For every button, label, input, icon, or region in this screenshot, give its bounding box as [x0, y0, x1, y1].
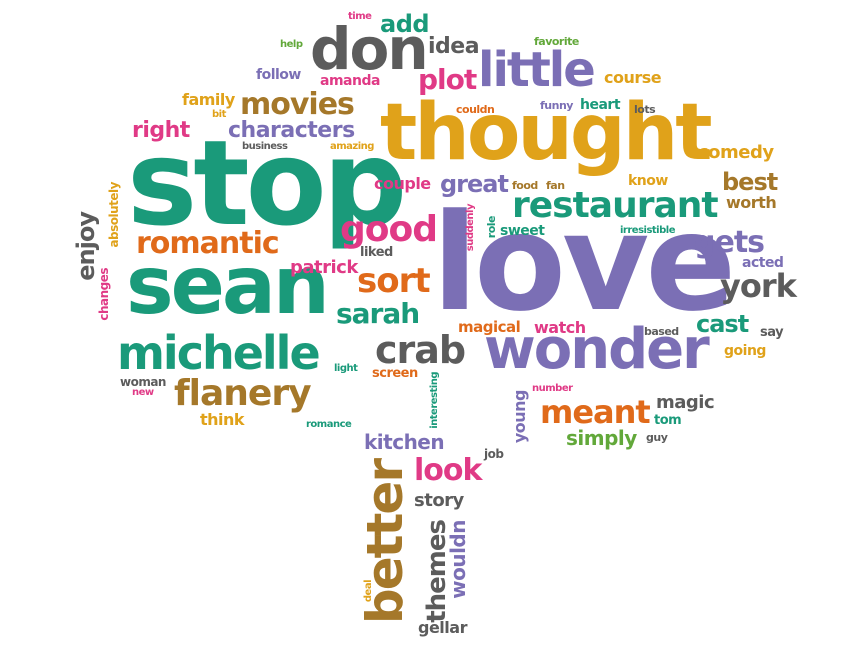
- word-idea: idea: [428, 34, 480, 59]
- word-follow: follow: [256, 67, 301, 83]
- word-deal: deal: [363, 580, 374, 603]
- word-changes: changes: [97, 268, 111, 321]
- word-don: don: [310, 15, 429, 83]
- word-suddenly: suddenly: [465, 204, 476, 252]
- word-love: love: [432, 185, 736, 341]
- word-stop: stop: [127, 114, 407, 252]
- word-magical: magical: [458, 318, 521, 336]
- word-going: going: [724, 343, 766, 359]
- word-worth: worth: [726, 193, 777, 212]
- word-tom: tom: [654, 413, 682, 428]
- word-business: business: [242, 141, 288, 152]
- word-meant: meant: [540, 393, 651, 431]
- word-magic: magic: [656, 392, 715, 413]
- word-characters: characters: [228, 118, 355, 143]
- word-great: great: [440, 170, 509, 198]
- word-romance: romance: [306, 419, 352, 430]
- word-light: light: [334, 363, 358, 374]
- word-interesting: interesting: [429, 372, 440, 429]
- word-couldn: couldn: [456, 103, 495, 116]
- word-bit: bit: [212, 109, 226, 120]
- word-simply: simply: [566, 426, 637, 450]
- word-plot: plot: [418, 63, 477, 96]
- word-think: think: [200, 410, 245, 429]
- word-amanda: amanda: [320, 73, 380, 89]
- word-sean: sean: [126, 239, 330, 332]
- word-little: little: [478, 42, 596, 98]
- word-lots: lots: [634, 103, 656, 116]
- word-restaurant: restaurant: [512, 185, 719, 226]
- word-kitchen: kitchen: [364, 430, 445, 454]
- word-wouldn: wouldn: [446, 520, 470, 599]
- word-based: based: [644, 325, 679, 338]
- word-crab: crab: [375, 328, 466, 372]
- word-favorite: favorite: [534, 35, 579, 48]
- word-know: know: [628, 173, 668, 189]
- word-good: good: [340, 209, 438, 250]
- word-sort: sort: [357, 261, 431, 301]
- word-gets: gets: [694, 225, 765, 260]
- word-michelle: michelle: [117, 326, 321, 380]
- word-couple: couple: [374, 174, 431, 193]
- word-cast: cast: [696, 310, 749, 338]
- word-help: help: [280, 39, 303, 50]
- word-romantic: romantic: [136, 226, 280, 261]
- word-acted: acted: [742, 255, 784, 271]
- word-family: family: [182, 90, 235, 109]
- word-sarah: sarah: [336, 297, 420, 330]
- word-enjoy: enjoy: [72, 212, 100, 281]
- word-liked: liked: [360, 245, 393, 260]
- word-watch: watch: [534, 318, 586, 337]
- word-course: course: [604, 68, 662, 87]
- word-woman: woman: [120, 375, 166, 389]
- word-number: number: [532, 383, 573, 394]
- word-young: young: [510, 390, 529, 444]
- word-food: food: [512, 179, 538, 192]
- word-patrick: patrick: [290, 257, 358, 278]
- word-funny: funny: [540, 99, 573, 112]
- word-guy: guy: [646, 431, 668, 444]
- word-job: job: [484, 447, 504, 461]
- word-story: story: [414, 490, 464, 511]
- word-amazing: amazing: [330, 141, 374, 152]
- word-absolutely: absolutely: [107, 182, 121, 248]
- word-heart: heart: [580, 97, 621, 113]
- word-role: role: [485, 216, 498, 239]
- word-york: york: [720, 267, 797, 305]
- word-gellar: gellar: [418, 618, 467, 637]
- word-sweet: sweet: [500, 223, 545, 239]
- word-add: add: [380, 10, 430, 38]
- word-best: best: [722, 168, 778, 196]
- word-irresistible: irresistible: [620, 225, 675, 236]
- word-movies: movies: [240, 87, 355, 122]
- word-time: time: [348, 11, 372, 22]
- word-wonder: wonder: [484, 317, 710, 382]
- word-fan: fan: [546, 179, 565, 192]
- word-new: new: [132, 387, 154, 398]
- word-comedy: comedy: [698, 142, 774, 163]
- word-say: say: [760, 325, 784, 340]
- word-look: look: [414, 453, 482, 488]
- word-flanery: flanery: [174, 373, 312, 414]
- word-thought: thought: [380, 88, 713, 178]
- word-right: right: [132, 118, 190, 143]
- word-screen: screen: [372, 366, 418, 381]
